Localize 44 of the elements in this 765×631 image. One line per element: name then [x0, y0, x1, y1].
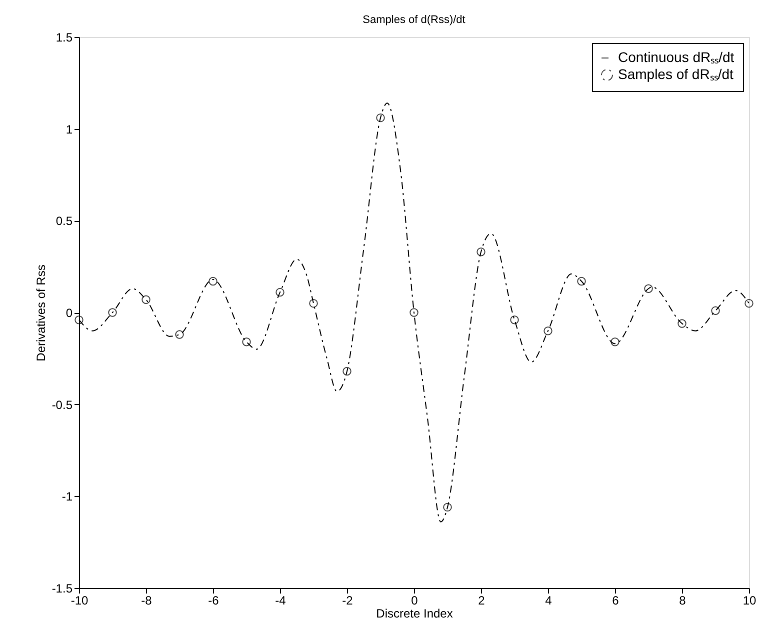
- point: [242, 338, 251, 346]
- point: [376, 113, 385, 122]
- x-tick-label: -2: [342, 594, 354, 608]
- point: [443, 502, 452, 512]
- y-tick-label: 1.5: [56, 30, 73, 44]
- point: [74, 315, 84, 324]
- point: [610, 338, 620, 346]
- point: [276, 288, 284, 297]
- point: [644, 284, 653, 293]
- chart-title: Samples of d(Rss)/dt: [362, 14, 466, 26]
- point: [510, 315, 519, 324]
- x-tick-label: 10: [742, 594, 756, 608]
- y-axis-title: Derivatives of Rss: [34, 264, 48, 362]
- y-tick-label: -1.5: [52, 582, 73, 596]
- point: [476, 248, 486, 256]
- point: [108, 308, 117, 317]
- point: [410, 308, 418, 317]
- point: [142, 295, 150, 304]
- y-tick-label: -1: [62, 490, 73, 504]
- point: [711, 306, 720, 316]
- legend-label: Samples of dRₛₛ/dt: [618, 66, 734, 82]
- x-tick-label: 2: [478, 594, 486, 608]
- x-tick-label: -6: [208, 594, 220, 608]
- x-tick-label: -8: [141, 594, 152, 608]
- x-tick-label: 0: [411, 594, 418, 608]
- x-tick-label: 8: [679, 594, 686, 608]
- y-tick-label: 0.5: [56, 214, 73, 228]
- point: [544, 326, 552, 336]
- legend-label: Continuous dRₛₛ/dt: [618, 49, 734, 65]
- point: [744, 298, 754, 308]
- y-tick-label: 1: [66, 122, 73, 136]
- point: [678, 319, 686, 328]
- x-tick-label: -4: [275, 594, 286, 608]
- x-tick-label: -10: [70, 594, 88, 608]
- x-axis-title: Discrete Index: [376, 606, 453, 620]
- y-tick-label: -0.5: [52, 398, 73, 412]
- point: [309, 298, 318, 308]
- point: [208, 276, 218, 286]
- point: [342, 366, 352, 376]
- point: [175, 330, 184, 339]
- point: [577, 276, 586, 286]
- x-tick-label: 6: [612, 594, 620, 608]
- x-tick-label: 4: [545, 594, 552, 608]
- y-tick-label: 0: [66, 306, 73, 320]
